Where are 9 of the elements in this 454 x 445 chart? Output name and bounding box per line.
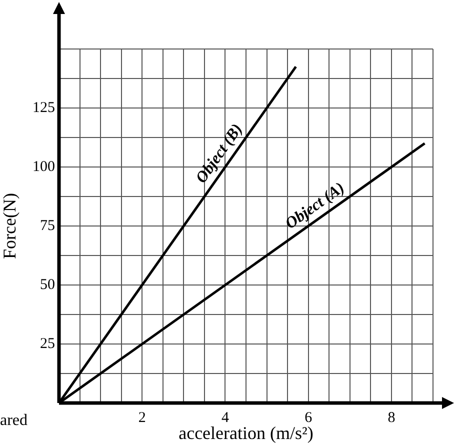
y-tick-label: 50 <box>40 276 55 293</box>
y-tick-label: 125 <box>32 100 55 116</box>
x-tick-label: 2 <box>138 410 146 426</box>
x-tick-label: 8 <box>388 410 396 426</box>
y-tick-label: 25 <box>40 336 55 352</box>
text: ared <box>0 412 28 430</box>
y-tick-label: 75 <box>40 218 55 234</box>
y-axis-title: Force(N) <box>0 193 20 259</box>
y-tick-label: 100 <box>32 158 55 175</box>
